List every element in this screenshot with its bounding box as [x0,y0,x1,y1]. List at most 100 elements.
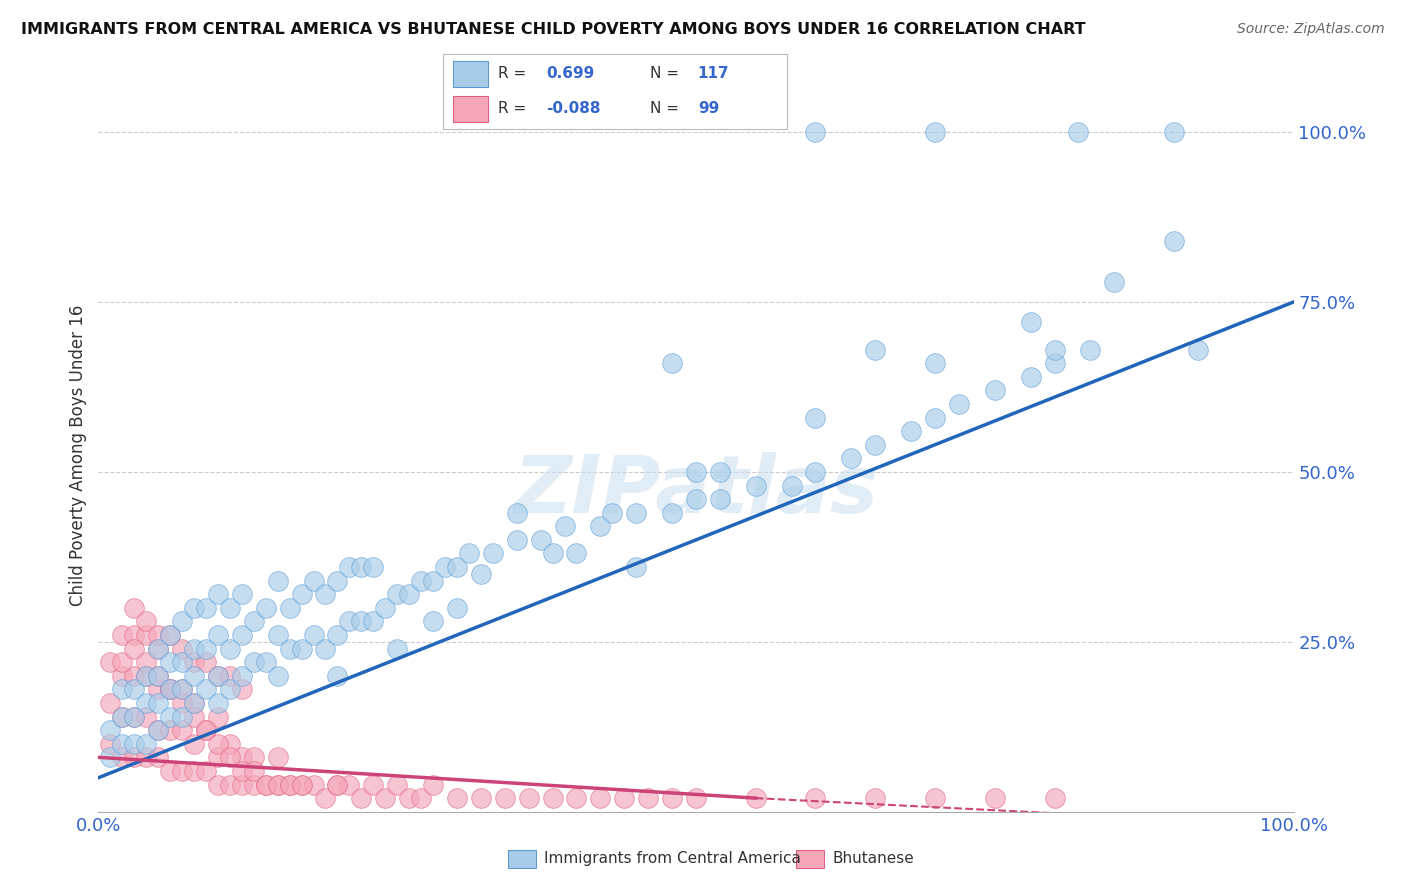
Point [278,600,301,615]
Point [124,709,146,723]
Point [602,506,624,520]
Point [124,709,146,723]
Point [111,750,134,764]
Point [267,750,290,764]
Point [172,615,194,629]
Point [111,669,134,683]
Point [984,384,1007,398]
Point [339,560,360,574]
Point [183,600,205,615]
Point [278,641,301,656]
Point [172,682,194,697]
Point [111,655,134,669]
Point [278,778,301,792]
Point [1019,315,1042,329]
Point [111,709,134,723]
Point [948,397,970,411]
Point [231,764,253,778]
Point [350,560,373,574]
Point [326,778,349,792]
Point [194,723,218,738]
Point [804,410,827,425]
Point [1043,356,1066,370]
Text: R =: R = [498,67,526,81]
Text: ZIPatlas: ZIPatlas [513,451,879,530]
Point [446,600,468,615]
Point [148,696,170,710]
Point [529,533,551,547]
Point [183,655,205,669]
Point [254,600,277,615]
Point [780,478,803,492]
Point [194,764,218,778]
Point [135,669,157,683]
Point [302,628,325,642]
Point [565,546,588,560]
Bar [453,96,488,122]
Point [159,655,181,669]
Point [243,778,266,792]
Point [207,737,229,751]
Point [626,560,648,574]
Point [589,791,612,805]
Point [231,682,253,697]
Point [326,628,349,642]
Point [207,628,229,642]
Point [135,655,157,669]
Point [148,723,170,738]
Point [385,778,409,792]
Point [148,723,170,738]
Point [159,682,181,697]
Point [219,682,242,697]
Point [385,641,409,656]
Point [924,125,946,139]
Point [494,791,516,805]
Point [541,546,564,560]
Point [207,696,229,710]
Point [422,615,444,629]
Point [124,600,146,615]
Point [124,669,146,683]
Point [1019,369,1042,384]
Point [159,682,181,697]
Point [363,778,385,792]
Point [267,778,290,792]
Text: R =: R = [498,102,526,116]
Point [541,791,564,805]
Point [135,615,157,629]
Text: 0.699: 0.699 [546,67,595,81]
Point [326,574,349,588]
Point [433,560,456,574]
Point [207,750,229,764]
Point [172,696,194,710]
Point [374,791,396,805]
Point [111,682,134,697]
Point [219,737,242,751]
Point [172,682,194,697]
Point [183,641,205,656]
Point [446,560,468,574]
Point [267,669,290,683]
Point [183,737,205,751]
Point [661,791,683,805]
Point [385,587,409,601]
Point [124,641,146,656]
Point [326,778,349,792]
Point [924,791,946,805]
Point [243,655,266,669]
Point [194,682,218,697]
Point [135,628,157,642]
Point [207,669,229,683]
Point [148,750,170,764]
Point [661,356,683,370]
Point [924,410,946,425]
Text: N =: N = [650,102,679,116]
Point [243,750,266,764]
Point [183,709,205,723]
Point [183,764,205,778]
Point [159,628,181,642]
Text: Bhutanese: Bhutanese [832,851,914,865]
Point [219,600,242,615]
Point [326,669,349,683]
Point [183,696,205,710]
